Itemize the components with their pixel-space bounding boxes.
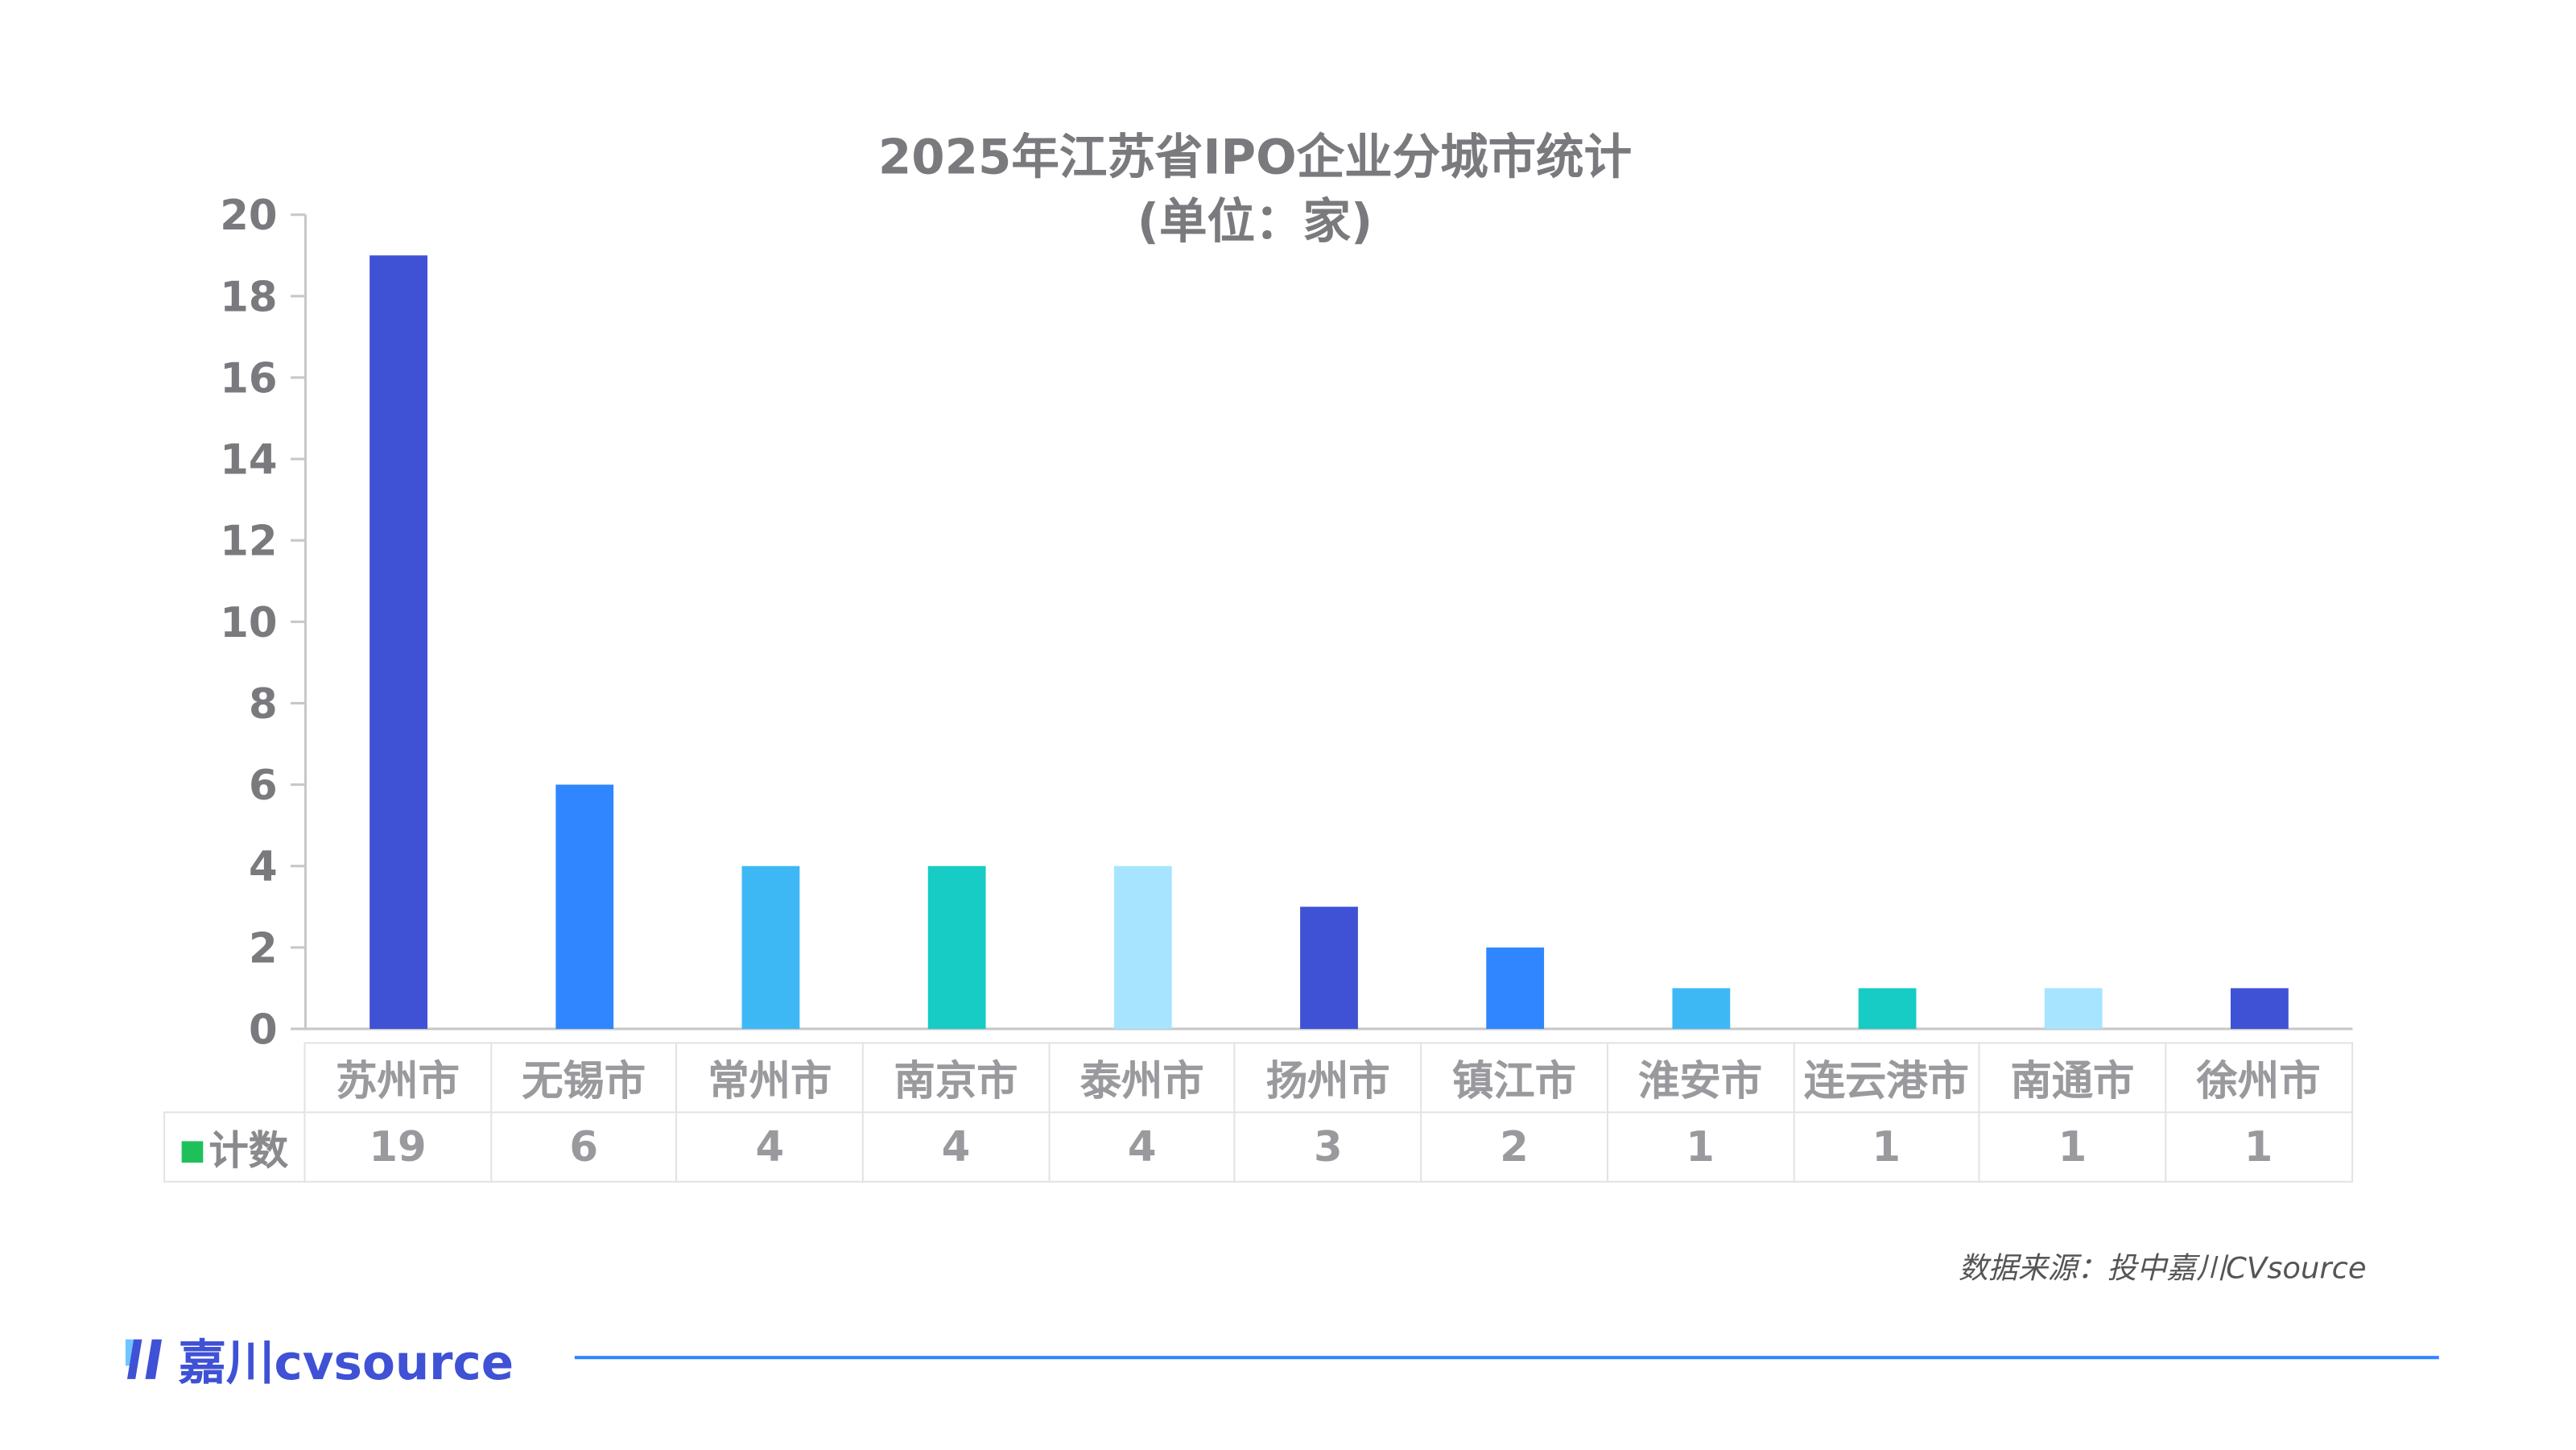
category-label: 苏州市 [303,1042,492,1113]
y-tick-label: 6 [249,762,278,810]
bar-5 [1300,907,1358,1029]
y-tick-label: 20 [220,192,277,240]
bar-1 [555,784,614,1029]
y-tick-label: 2 [249,924,278,973]
y-tick-label: 18 [220,273,277,321]
data-table: 苏州市 无锡市 常州市 南京市 泰州市 扬州市 镇江市 淮安市 连云港市 南通市 徐州市 计数 19 6… [163,1042,2353,1183]
bar-2 [741,865,800,1029]
y-tick-label: 14 [220,436,277,485]
data-source: 数据来源：投中嘉川CVsource [1958,1251,2367,1287]
value-label: 1 [1978,1111,2167,1183]
value-label: 4 [1048,1111,1236,1183]
bar-8 [1858,988,1917,1029]
category-label: 徐州市 [2165,1042,2353,1113]
category-label: 南通市 [1978,1042,2167,1113]
legend-swatch [180,1141,203,1163]
chart-title: 2025年江苏省IPO企业分城市统计 [877,129,1633,185]
bar-9 [2044,988,2103,1029]
category-label: 连云港市 [1792,1042,1980,1113]
category-label: 常州市 [675,1042,864,1113]
value-row: 计数 19 6 4 4 4 3 2 1 1 1 1 [163,1111,2353,1183]
y-tick-label: 8 [249,680,278,729]
legend-cell: 计数 [163,1111,306,1183]
value-label: 1 [1792,1111,1980,1183]
value-label: 6 [489,1111,678,1183]
y-tick-label: 12 [220,518,277,566]
blank-cell [164,1043,306,1113]
category-row: 苏州市 无锡市 常州市 南京市 泰州市 扬州市 镇江市 淮安市 连云港市 南通市 徐州市 [164,1042,2353,1113]
bar-4 [1113,865,1172,1029]
chart-subtitle: (单位：家) [1137,193,1373,250]
footer-rule [574,1356,2439,1360]
logo-mark-icon [125,1339,163,1379]
bar-3 [927,865,986,1029]
logo-text: 嘉川cvsource [178,1334,514,1391]
category-label: 南京市 [861,1042,1051,1113]
bar-10 [2230,988,2289,1029]
value-label: 2 [1420,1111,1608,1183]
category-label: 镇江市 [1420,1042,1608,1113]
value-label: 19 [303,1111,492,1183]
category-label: 无锡市 [489,1042,678,1113]
category-label: 扬州市 [1234,1042,1422,1113]
category-label: 淮安市 [1606,1042,1794,1113]
bar-7 [1672,988,1731,1029]
value-label: 4 [675,1111,864,1183]
value-label: 1 [2165,1111,2353,1183]
y-tick-label: 4 [249,843,278,891]
y-tick-label: 16 [220,354,277,403]
bar-0 [369,255,427,1029]
category-label: 泰州市 [1048,1042,1236,1113]
value-label: 4 [861,1111,1051,1183]
value-label: 3 [1234,1111,1422,1183]
logo: 嘉川cvsource [122,1324,514,1394]
y-tick-label: 10 [220,599,277,647]
legend-label: 计数 [208,1128,288,1175]
bar-6 [1486,947,1545,1029]
value-label: 1 [1606,1111,1794,1183]
